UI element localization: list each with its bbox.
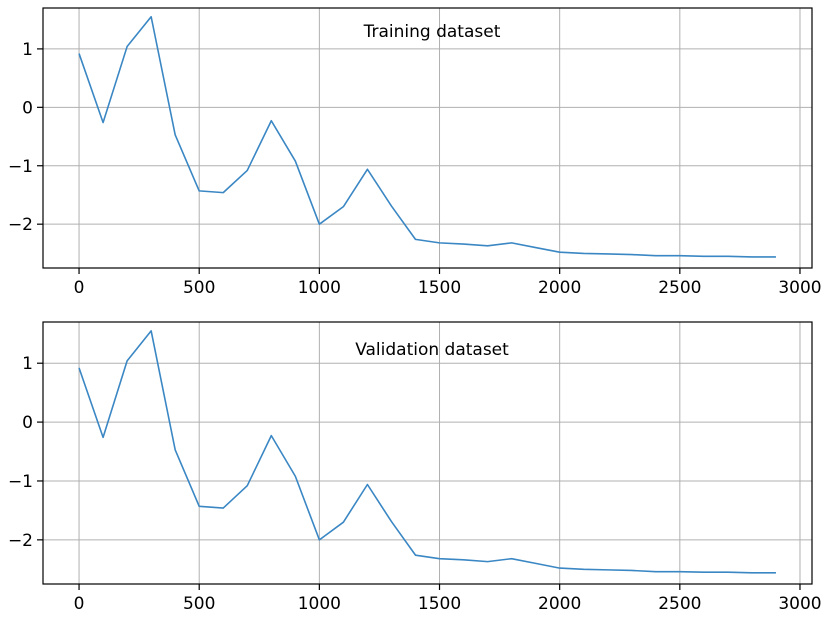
validation-series-line [78, 330, 776, 574]
training-plot-area [43, 8, 812, 268]
training-grid [43, 8, 812, 268]
validation-panel: 0 500 1000 1500 2000 2500 3000 1 0 −1 −2 Validatio… [8, 321, 822, 614]
validation-y-tick-label: −2 [8, 531, 33, 551]
validation-plot-area [43, 322, 812, 584]
validation-x-tick-label: 0 [74, 594, 85, 614]
validation-x-tick-label: 1000 [298, 594, 341, 614]
training-axes-frame [42, 7, 813, 269]
training-x-tick-label: 2500 [658, 278, 701, 298]
training-y-tick-label: −2 [8, 215, 33, 235]
validation-x-tick-label: 500 [183, 594, 215, 614]
validation-title: Validation dataset [355, 340, 509, 360]
validation-x-tick-label: 2500 [658, 594, 701, 614]
validation-y-tick-label: 0 [22, 413, 33, 433]
training-x-tick-label: 1500 [418, 278, 461, 298]
validation-x-tick-label: 2000 [538, 594, 581, 614]
training-series [78, 15, 776, 258]
training-panel: 0 500 1000 1500 2000 2500 3000 1 0 −1 −2 Training … [8, 7, 822, 298]
training-x-tick-label: 1000 [298, 278, 341, 298]
validation-x-tick-label: 1500 [418, 594, 461, 614]
training-x-tick-label: 3000 [778, 278, 821, 298]
training-x-tick-label: 2000 [538, 278, 581, 298]
validation-grid [43, 322, 812, 584]
validation-ticks: 0 500 1000 1500 2000 2500 3000 1 0 −1 −2 [8, 354, 822, 614]
validation-series [78, 330, 776, 574]
training-title: Training dataset [363, 22, 501, 42]
training-x-tick-label: 500 [183, 278, 215, 298]
validation-axes-frame [42, 321, 813, 585]
validation-y-tick-label: 1 [22, 354, 33, 374]
training-y-tick-label: 1 [22, 40, 33, 60]
training-x-tick-label: 0 [74, 278, 85, 298]
training-ticks: 0 500 1000 1500 2000 2500 3000 1 0 −1 −2 [8, 40, 822, 298]
training-y-tick-label: 0 [22, 98, 33, 118]
training-y-tick-label: −1 [8, 157, 33, 177]
validation-x-tick-label: 3000 [778, 594, 821, 614]
validation-y-tick-label: −1 [8, 472, 33, 492]
training-series-line [78, 15, 776, 258]
